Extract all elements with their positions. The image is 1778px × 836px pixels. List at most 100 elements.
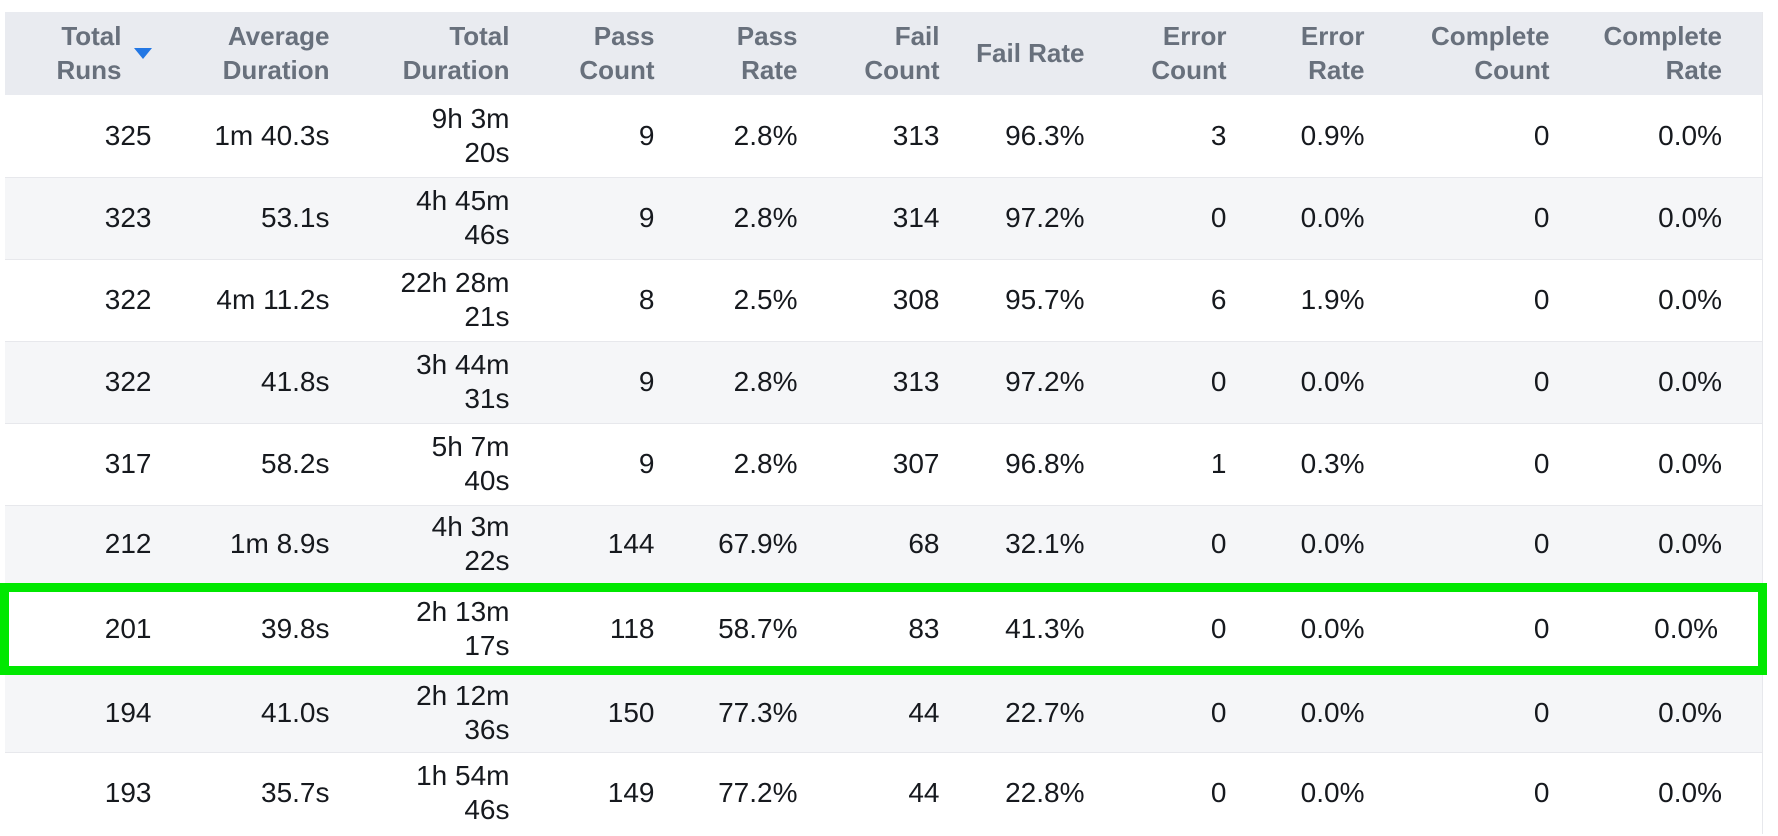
cell-error-rate: 0.3% [1250,422,1389,505]
cell-fail-rate: 95.7% [963,258,1109,341]
column-header-complete-count[interactable]: Complete Count [1388,12,1574,95]
cell-error-count: 0 [1108,582,1251,675]
cell-complete-rate: 0.0% [1573,258,1763,341]
cell-error-count: 0 [1108,669,1251,752]
cell-total-runs: 193 [4,751,176,834]
cell-complete-count: 0 [1388,340,1574,423]
cell-complete-count: 0 [1388,258,1574,341]
cell-error-rate: 1.9% [1250,258,1389,341]
cell-fail-rate: 41.3% [963,582,1109,675]
cell-error-rate: 0.0% [1250,176,1389,259]
cell-error-rate: 0.0% [1250,669,1389,752]
cell-pass-count: 8 [533,258,679,341]
cell-pass-rate: 2.5% [678,258,822,341]
table-row[interactable]: 212 1m 8.9s 4h 3m 22s 144 67.9% 68 32.1% 0 0.0% 0 0… [4,504,1763,587]
cell-pass-rate: 2.8% [733,119,798,151]
cell-error-rate: 0.0% [1250,751,1389,834]
cell-average-duration: 58.2s [175,422,354,505]
cell-complete-count: 0 [1388,422,1574,505]
cell-average-duration: 39.8s [175,582,354,675]
cell-total-duration: 5h 7m 40s [353,422,534,505]
column-header-pass-count[interactable]: Pass Count [533,12,679,95]
column-header-total-runs[interactable]: Total Runs [4,12,176,95]
cell-total-runs: 317 [4,422,176,505]
cell-error-rate: 0.0% [1250,582,1389,675]
cell-pass-count: 149 [533,751,679,834]
cell-error-count: 6 [1108,258,1251,341]
column-header-fail-count[interactable]: Fail Count [821,12,964,95]
cell-fail-rate: 96.3% [1005,119,1085,151]
test-stats-table: Total Runs Average Duration Total Durati… [0,12,1767,834]
cell-total-runs: 194 [4,669,176,752]
cell-error-count: 0 [1108,751,1251,834]
column-label: Total Runs [56,20,122,85]
cell-error-rate: 0.0% [1250,340,1389,423]
cell-complete-rate: 0.0% [1658,119,1722,151]
cell-average-duration: 4m 11.2s [175,258,354,341]
cell-fail-count: 313 [821,340,964,423]
cell-error-count: 0 [1108,504,1251,587]
cell-fail-rate: 32.1% [963,504,1109,587]
cell-complete-rate: 0.0% [1573,504,1763,587]
table-row[interactable]: 322 4m 11.2s 22h 28m 21s 8 2.5% 308 95.7% 6 1.9% 0… [4,258,1763,341]
table-row[interactable]: 194 41.0s 2h 12m 36s 150 77.3% 44 22.7% 0 0.0% 0 0.… [4,669,1763,752]
table-row-highlighted[interactable]: 201 39.8s 2h 13m 17s 118 58.7% 83 41.3% 0 0.0% 0 0.… [0,582,1767,675]
cell-pass-count: 150 [533,669,679,752]
table-row[interactable]: 317 58.2s 5h 7m 40s 9 2.8% 307 96.8% 1 0.3% 0 0.0% [4,422,1763,505]
column-header-error-count[interactable]: Error Count [1108,12,1251,95]
cell-complete-rate: 0.0% [1573,669,1763,752]
cell-fail-rate: 97.2% [963,176,1109,259]
cell-total-runs: 201 [0,582,176,675]
cell-pass-rate: 2.8% [678,422,822,505]
cell-fail-count: 314 [821,176,964,259]
cell-pass-count: 9 [533,340,679,423]
cell-average-duration: 41.8s [175,340,354,423]
cell-pass-rate: 58.7% [678,582,822,675]
cell-total-runs: 323 [4,176,176,259]
cell-total-runs: 322 [4,340,176,423]
cell-total-duration: 4h 45m 46s [353,176,534,259]
column-header-complete-rate[interactable]: Complete Rate [1573,12,1763,95]
column-header-pass-rate[interactable]: Pass Rate [678,12,822,95]
cell-average-duration: 41.0s [175,669,354,752]
cell-pass-rate: 67.9% [678,504,822,587]
cell-pass-rate: 77.3% [678,669,822,752]
cell-complete-rate: 0.0% [1573,751,1763,834]
column-header-total-duration[interactable]: Total Duration [353,12,534,95]
cell-fail-rate: 97.2% [963,340,1109,423]
cell-error-count: 0 [1108,340,1251,423]
cell-average-duration: 35.7s [175,751,354,834]
cell-complete-rate: 0.0% [1573,582,1767,675]
cell-pass-count: 144 [533,504,679,587]
cell-pass-rate: 2.8% [678,340,822,423]
cell-complete-count: 0 [1388,504,1574,587]
cell-fail-count: 307 [821,422,964,505]
cell-error-count: 3 [1210,119,1227,151]
cell-fail-count: 83 [821,582,964,675]
cell-average-duration: 53.1s [175,176,354,259]
cell-average-duration: 1m 40.3s [214,119,330,151]
cell-pass-rate: 77.2% [678,751,822,834]
cell-pass-count: 118 [533,582,679,675]
column-header-error-rate[interactable]: Error Rate [1250,12,1389,95]
cell-total-duration: 3h 44m 31s [353,340,534,423]
column-header-fail-rate[interactable]: Fail Rate [963,12,1109,95]
cell-fail-count: 68 [821,504,964,587]
cell-total-runs: 212 [4,504,176,587]
table-row[interactable]: 322 41.8s 3h 44m 31s 9 2.8% 313 97.2% 0 0.0% 0 0.0% [4,340,1763,423]
cell-fail-rate: 22.8% [963,751,1109,834]
cell-pass-count: 9 [533,422,679,505]
column-header-average-duration[interactable]: Average Duration [175,12,354,95]
cell-error-rate: 0.9% [1300,119,1365,151]
cell-fail-count: 313 [892,119,940,151]
cell-total-duration: 22h 28m 21s [353,258,534,341]
table-header: Total Runs Average Duration Total Durati… [4,12,1763,95]
cell-total-duration: 2h 13m 17s [353,582,534,675]
table-row[interactable]: 193 35.7s 1h 54m 46s 149 77.2% 44 22.8% 0 0.0% 0 0.… [4,751,1763,834]
cell-complete-rate: 0.0% [1573,422,1763,505]
cell-pass-rate: 2.8% [678,176,822,259]
table-row[interactable]: 323 53.1s 4h 45m 46s 9 2.8% 314 97.2% 0 0.0% 0 0.0% [4,176,1763,259]
table-row[interactable]: 325 1m 40.3s 9h 3m 20s 9 2.8% 313 96.3% 3 0.9% 0 0.… [4,95,1763,177]
table-body: 325 1m 40.3s 9h 3m 20s 9 2.8% 313 96.3% 3 0.9% 0 0.… [0,95,1767,834]
